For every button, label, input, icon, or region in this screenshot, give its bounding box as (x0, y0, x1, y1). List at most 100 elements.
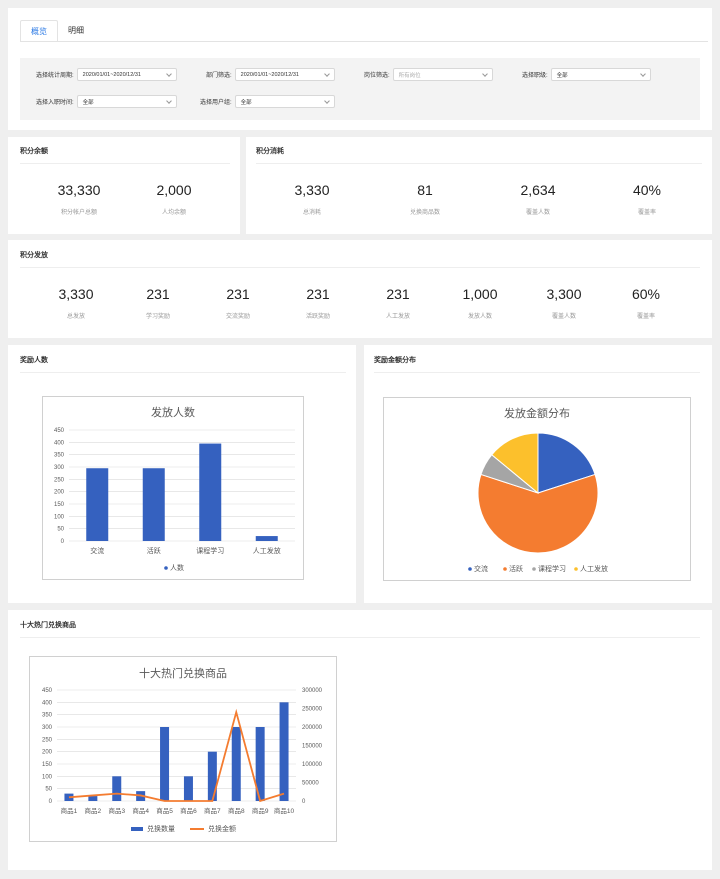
x-tick-label: 商品6 (180, 806, 197, 815)
x-tick-label: 商品9 (252, 806, 269, 815)
y2-tick-label: 0 (302, 799, 306, 805)
stat-balance-total: 33,330 积分帐户总额 (39, 182, 119, 216)
y-tick-label: 100 (54, 514, 65, 520)
period-select[interactable]: 2020/01/01~2020/12/31 (76, 68, 177, 81)
stat-label: 覆盖率 (636, 314, 655, 320)
x-tick-label: 商品3 (108, 806, 125, 815)
divider (374, 372, 700, 373)
stat-value: 1,000 (462, 286, 498, 302)
legend-marker (503, 567, 507, 571)
stat-consume-rate: 40% 覆盖率 (607, 182, 687, 216)
filter-usergroup: 选择用户组: 全部 (200, 95, 335, 108)
legend-marker (532, 567, 536, 571)
x-tick-label: 商品4 (132, 806, 149, 815)
x-tick-label: 商品2 (85, 806, 102, 815)
x-tick-label: 商品7 (204, 806, 221, 815)
stat-issue: 1,000 发放人数 (440, 286, 520, 320)
filter-usergroup-label: 选择用户组: (200, 100, 232, 106)
y-tick-label: 200 (54, 490, 65, 496)
stat-balance-avg: 2,000 人均余额 (134, 182, 214, 216)
stat-issue: 231 交流奖励 (198, 286, 278, 320)
bar (183, 776, 193, 801)
chevron-down-icon (323, 97, 330, 104)
top-products-chart: 十大热门兑换商品 0 50 100 150 200 250 300 350 400 450 0 5000… (29, 656, 337, 842)
y-tick-label: 150 (42, 762, 53, 768)
reward-people-title: 奖励人数 (20, 357, 48, 364)
bar-chart-svg: 发放人数050100150200250300350400450交流 活跃 课程学习人… (54, 405, 295, 572)
legend-label: 交流 (474, 564, 488, 573)
y2-tick-label: 250000 (302, 707, 323, 713)
dept-select[interactable]: 2020/01/01~2020/12/31 (234, 68, 335, 81)
y-tick-label: 100 (42, 774, 53, 780)
hire-select[interactable]: 全部 (76, 95, 177, 108)
position-select[interactable]: 所有岗位 (392, 68, 493, 81)
usergroup-select[interactable]: 全部 (234, 95, 335, 108)
position-placeholder: 所有岗位 (398, 72, 421, 79)
stat-label: 覆盖人数 (525, 210, 550, 216)
filter-dept: 部门筛选: 2020/01/01~2020/12/31 (206, 68, 335, 81)
y-tick-label: 50 (57, 527, 64, 533)
bar (199, 443, 222, 541)
bar (64, 793, 74, 801)
stat-label: 人工发放 (385, 314, 410, 320)
tab-overview[interactable]: 概览 (20, 20, 58, 42)
chevron-down-icon (323, 70, 330, 77)
balance-title: 积分余额 (20, 148, 48, 155)
pie-slice (477, 473, 599, 554)
y-tick-label: 400 (54, 440, 65, 446)
stat-value: 60% (631, 286, 661, 302)
filter-panel: 选择统计周期: 2020/01/01~2020/12/31 部门筛选: 2020… (20, 58, 700, 120)
chevron-down-icon (639, 70, 646, 77)
stat-label: 活跃奖励 (305, 314, 330, 320)
y-tick-label: 300 (54, 465, 65, 471)
level-select[interactable]: 全部 (550, 68, 651, 81)
x-tick-label: 商品10 (274, 806, 295, 815)
bar (88, 796, 98, 801)
stat-label: 兑换商品数 (409, 210, 440, 216)
tab-divider (20, 41, 708, 42)
issue-card (8, 240, 712, 338)
divider (20, 163, 230, 164)
chevron-down-icon (165, 97, 172, 104)
stat-value: 3,330 (58, 286, 94, 302)
stat-issue: 3,330 总发放 (36, 286, 116, 320)
filter-hire: 选择入职时间: 全部 (36, 95, 177, 108)
bar (112, 776, 122, 801)
x-tick-label: 商品1 (61, 806, 78, 815)
divider (20, 267, 700, 268)
divider (20, 637, 700, 638)
bar (279, 702, 289, 801)
bar (231, 727, 241, 801)
y-tick-label: 150 (54, 502, 65, 508)
filter-period-label: 选择统计周期: (36, 73, 74, 79)
tab-detail[interactable]: 明细 (68, 26, 84, 35)
legend-label: 人数 (170, 563, 184, 572)
chart-title: 发放人数 (151, 405, 195, 419)
pie-slice (491, 432, 539, 495)
y2-tick-label: 200000 (302, 725, 323, 731)
bar (207, 751, 217, 801)
y-tick-label: 0 (61, 539, 65, 545)
y2-tick-label: 50000 (302, 781, 319, 787)
stat-label: 积分帐户总额 (60, 210, 97, 216)
chevron-down-icon (165, 70, 172, 77)
divider (256, 163, 702, 164)
chevron-down-icon (481, 70, 488, 77)
stat-value: 231 (146, 286, 170, 302)
stat-label: 交流奖励 (225, 314, 250, 320)
divider (20, 372, 346, 373)
reward-amount-chart: 发放金额分布 交流 活跃 课程学习 人工发放 (383, 397, 691, 581)
legend-label: 兑换数量 (147, 824, 175, 833)
filter-period: 选择统计周期: 2020/01/01~2020/12/31 (36, 68, 177, 81)
stat-label: 覆盖人数 (551, 314, 576, 320)
filter-position: 岗位筛选: 所有岗位 (364, 68, 493, 81)
legend-marker (131, 827, 143, 831)
stat-label: 发放人数 (467, 314, 492, 320)
legend-label: 活跃 (509, 564, 523, 573)
issue-title: 积分发放 (20, 252, 48, 259)
filter-level-label: 选择职级: (522, 73, 548, 79)
bar (255, 536, 278, 541)
stat-label: 人均余额 (161, 210, 186, 216)
bar (142, 468, 165, 541)
